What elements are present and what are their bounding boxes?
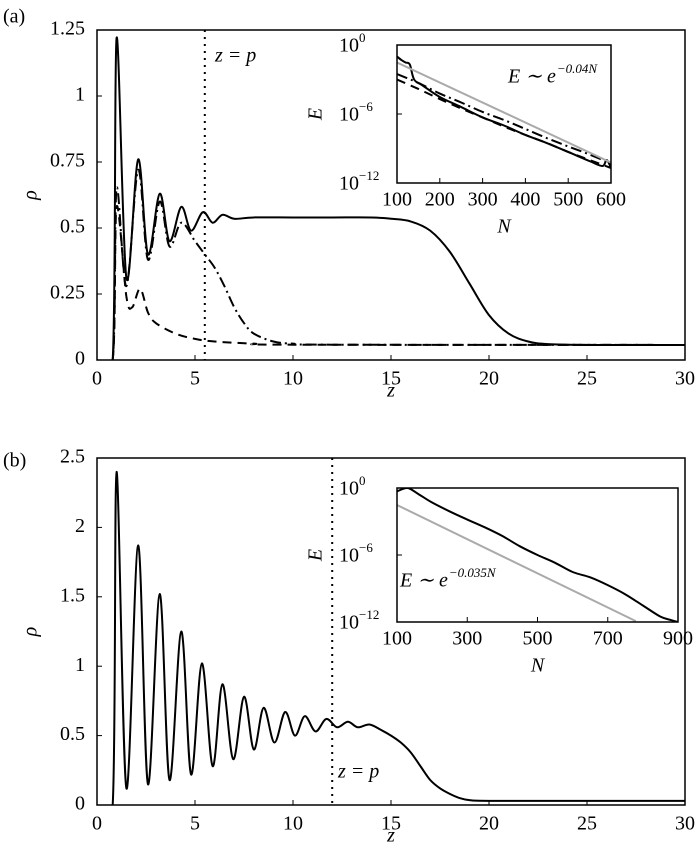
y-tick-label: 2.5 bbox=[60, 446, 85, 468]
y-tick-label: 2 bbox=[75, 515, 85, 537]
x-tick-label: 25 bbox=[577, 813, 597, 835]
x-tick-label: 15 bbox=[381, 813, 401, 835]
curve bbox=[397, 504, 637, 622]
y-tick-label: 1 bbox=[75, 84, 85, 106]
x-tick-label: 30 bbox=[675, 813, 695, 835]
x-tick-label: 20 bbox=[479, 368, 499, 390]
x-tick-label: 100 bbox=[382, 189, 412, 211]
x-tick-label: 20 bbox=[479, 813, 499, 835]
x-tick-label: 700 bbox=[593, 628, 623, 650]
y-tick-exponent: −12 bbox=[359, 168, 379, 183]
y-tick-exponent: −6 bbox=[359, 540, 373, 555]
y-tick-label: 0.75 bbox=[50, 150, 85, 172]
x-tick-label: 0 bbox=[92, 368, 102, 390]
panel-label: (b) bbox=[3, 450, 26, 472]
y-axis-label: E bbox=[305, 108, 327, 121]
y-tick-label: 0.5 bbox=[60, 216, 85, 238]
curve bbox=[97, 205, 685, 360]
x-tick-label: 100 bbox=[382, 628, 412, 650]
x-tick-label: 400 bbox=[510, 189, 540, 211]
y-tick-label: 0.5 bbox=[60, 723, 85, 745]
x-tick-label: 300 bbox=[468, 189, 498, 211]
x-tick-label: 0 bbox=[92, 813, 102, 835]
x-tick-label: 5 bbox=[190, 368, 200, 390]
annotation: z = p bbox=[214, 45, 256, 67]
panel-label: (a) bbox=[3, 6, 25, 28]
x-axis-label: N bbox=[530, 655, 546, 677]
annotation-exponent: −0.035N bbox=[449, 565, 497, 580]
x-tick-label: 300 bbox=[452, 628, 482, 650]
annotation: z = p bbox=[337, 761, 379, 783]
curve bbox=[397, 73, 611, 165]
annotation: E ∼ e bbox=[399, 570, 448, 592]
curve bbox=[397, 61, 611, 164]
y-tick-label: 1 bbox=[75, 654, 85, 676]
x-tick-label: 200 bbox=[425, 189, 455, 211]
y-tick-exponent: −12 bbox=[359, 607, 379, 622]
curve bbox=[97, 36, 685, 360]
y-tick-label: 0.25 bbox=[50, 282, 85, 304]
x-tick-label: 25 bbox=[577, 368, 597, 390]
y-axis-label: ρ bbox=[20, 627, 42, 638]
x-tick-label: 15 bbox=[381, 368, 401, 390]
y-tick-label: 0 bbox=[75, 793, 85, 815]
x-tick-label: 900 bbox=[663, 628, 693, 650]
x-axis-label: z bbox=[386, 380, 395, 402]
plot-area bbox=[397, 45, 611, 183]
x-tick-label: 600 bbox=[596, 189, 626, 211]
annotation-exponent: −0.04N bbox=[557, 61, 599, 76]
annotation: E ∼ e bbox=[507, 66, 556, 88]
y-tick-label: 10 bbox=[339, 612, 359, 634]
y-axis-label: E bbox=[305, 549, 327, 562]
y-tick-exponent: −6 bbox=[359, 99, 373, 114]
y-axis-label: ρ bbox=[20, 190, 42, 201]
y-tick-label: 1.5 bbox=[60, 584, 85, 606]
x-tick-label: 10 bbox=[283, 813, 303, 835]
y-tick-label: 10 bbox=[339, 478, 359, 500]
x-axis-label: N bbox=[496, 216, 512, 238]
x-tick-label: 500 bbox=[553, 189, 583, 211]
x-tick-label: 5 bbox=[190, 813, 200, 835]
y-tick-label: 10 bbox=[339, 545, 359, 567]
y-tick-exponent: 0 bbox=[359, 473, 366, 488]
y-tick-label: 10 bbox=[339, 104, 359, 126]
x-axis-label: z bbox=[386, 825, 395, 847]
x-tick-label: 500 bbox=[523, 628, 553, 650]
y-tick-label: 10 bbox=[339, 173, 359, 195]
x-tick-label: 30 bbox=[675, 368, 695, 390]
y-tick-label: 0 bbox=[75, 348, 85, 370]
y-tick-exponent: 0 bbox=[359, 30, 366, 45]
y-tick-label: 10 bbox=[339, 35, 359, 57]
curve bbox=[97, 470, 685, 805]
x-tick-label: 10 bbox=[283, 368, 303, 390]
y-tick-label: 1.25 bbox=[50, 18, 85, 40]
curve bbox=[397, 488, 678, 622]
